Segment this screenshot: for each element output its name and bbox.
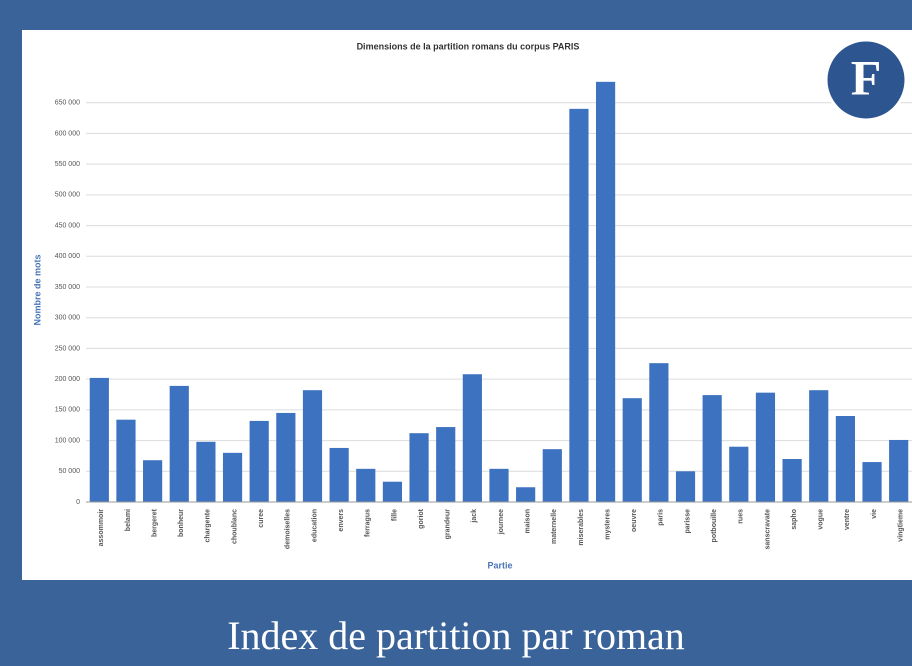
y-tick-label: 550 000 [55,161,80,168]
x-tick-label: sapho [791,509,798,530]
chart-title: Dimensions de la partition romans du cor… [357,41,580,51]
bar [755,392,776,502]
bar [356,468,376,502]
x-tick-label: bergeret [151,508,158,537]
x-tick-label: maison [524,509,531,534]
x-tick-label: education [311,509,318,542]
y-tick-label: 450 000 [55,222,80,229]
x-tick-label: chargente [205,509,212,543]
x-tick-label: vingtieme [898,509,905,542]
bar [675,471,696,502]
y-tick-label: 0 [76,499,80,506]
bar [542,449,562,502]
x-tick-label: ferragus [365,509,372,537]
y-axis-title: Nombre de mots [32,254,42,325]
x-tick-label: rues [738,509,745,524]
bar [409,433,429,502]
y-tick-label: 350 000 [55,284,80,291]
chart: Dimensions de la partition romans du cor… [32,38,912,570]
x-tick-label: jack [471,509,478,524]
x-tick-label: maternelle [551,509,558,544]
bar [569,108,589,502]
x-tick-label: vogue [818,509,825,530]
bar [196,441,216,502]
badge: F [851,49,882,105]
bar [889,439,909,502]
bar [116,419,136,502]
y-tick-label: 500 000 [55,192,80,199]
x-tick-label: curee [258,509,265,528]
x-tick-label: demoiselles [285,509,292,549]
bar [516,487,536,502]
bar [729,446,749,502]
x-tick-label: journee [498,509,505,535]
y-tick-label: 150 000 [55,407,80,414]
bar [595,81,616,502]
x-tick-label: goriot [418,508,425,528]
bar [143,460,163,502]
y-tick-label: 600 000 [55,130,80,137]
bar [89,377,109,502]
x-tick-label: oeuvre [631,509,638,532]
x-tick-label: mysteres [604,509,611,540]
bar [436,427,456,502]
badge-circle [824,38,908,122]
x-tick-label: fille [391,509,398,521]
x-tick-label: sanscravate [764,509,771,550]
bar [249,420,269,502]
x-tick-label: potbouille [711,509,718,543]
bar [169,385,189,502]
x-tick-label: belami [125,509,132,531]
x-tick-label: envers [338,509,345,532]
x-tick-label: grandeur [445,509,452,540]
bar [782,459,802,502]
x-tick-label: vie [871,509,878,519]
bar [462,374,482,502]
bar [489,468,509,502]
bar [862,462,882,502]
bar [222,452,243,502]
bar [702,395,722,502]
bar [329,447,349,502]
bar [302,390,323,502]
y-tick-label: 250 000 [55,345,80,352]
bar [809,390,829,502]
y-tick-label: 650 000 [55,100,80,107]
x-tick-label: ventre [844,509,851,530]
bar [622,398,642,502]
bar [276,412,296,502]
bar [649,363,669,502]
x-tick-label: bonheur [178,509,185,537]
y-tick-label: 200 000 [55,376,80,383]
y-tick-label: 400 000 [55,253,80,260]
plot: Dimensions de la partition romans du cor… [32,41,912,570]
y-tick-label: 300 000 [55,315,80,322]
x-tick-label: assommoir [98,509,105,547]
bar [835,416,855,502]
y-tick-label: 100 000 [55,437,80,444]
caption: Index de partition par roman [227,613,685,658]
x-tick-label: miserables [578,509,585,546]
x-tick-label: paris [658,509,665,526]
y-tick-label: 50 000 [59,468,81,475]
x-tick-label: choublanc [231,509,238,544]
x-axis-title: Partie [487,560,512,570]
bar [382,481,403,502]
x-tick-label: parisse [684,509,691,534]
